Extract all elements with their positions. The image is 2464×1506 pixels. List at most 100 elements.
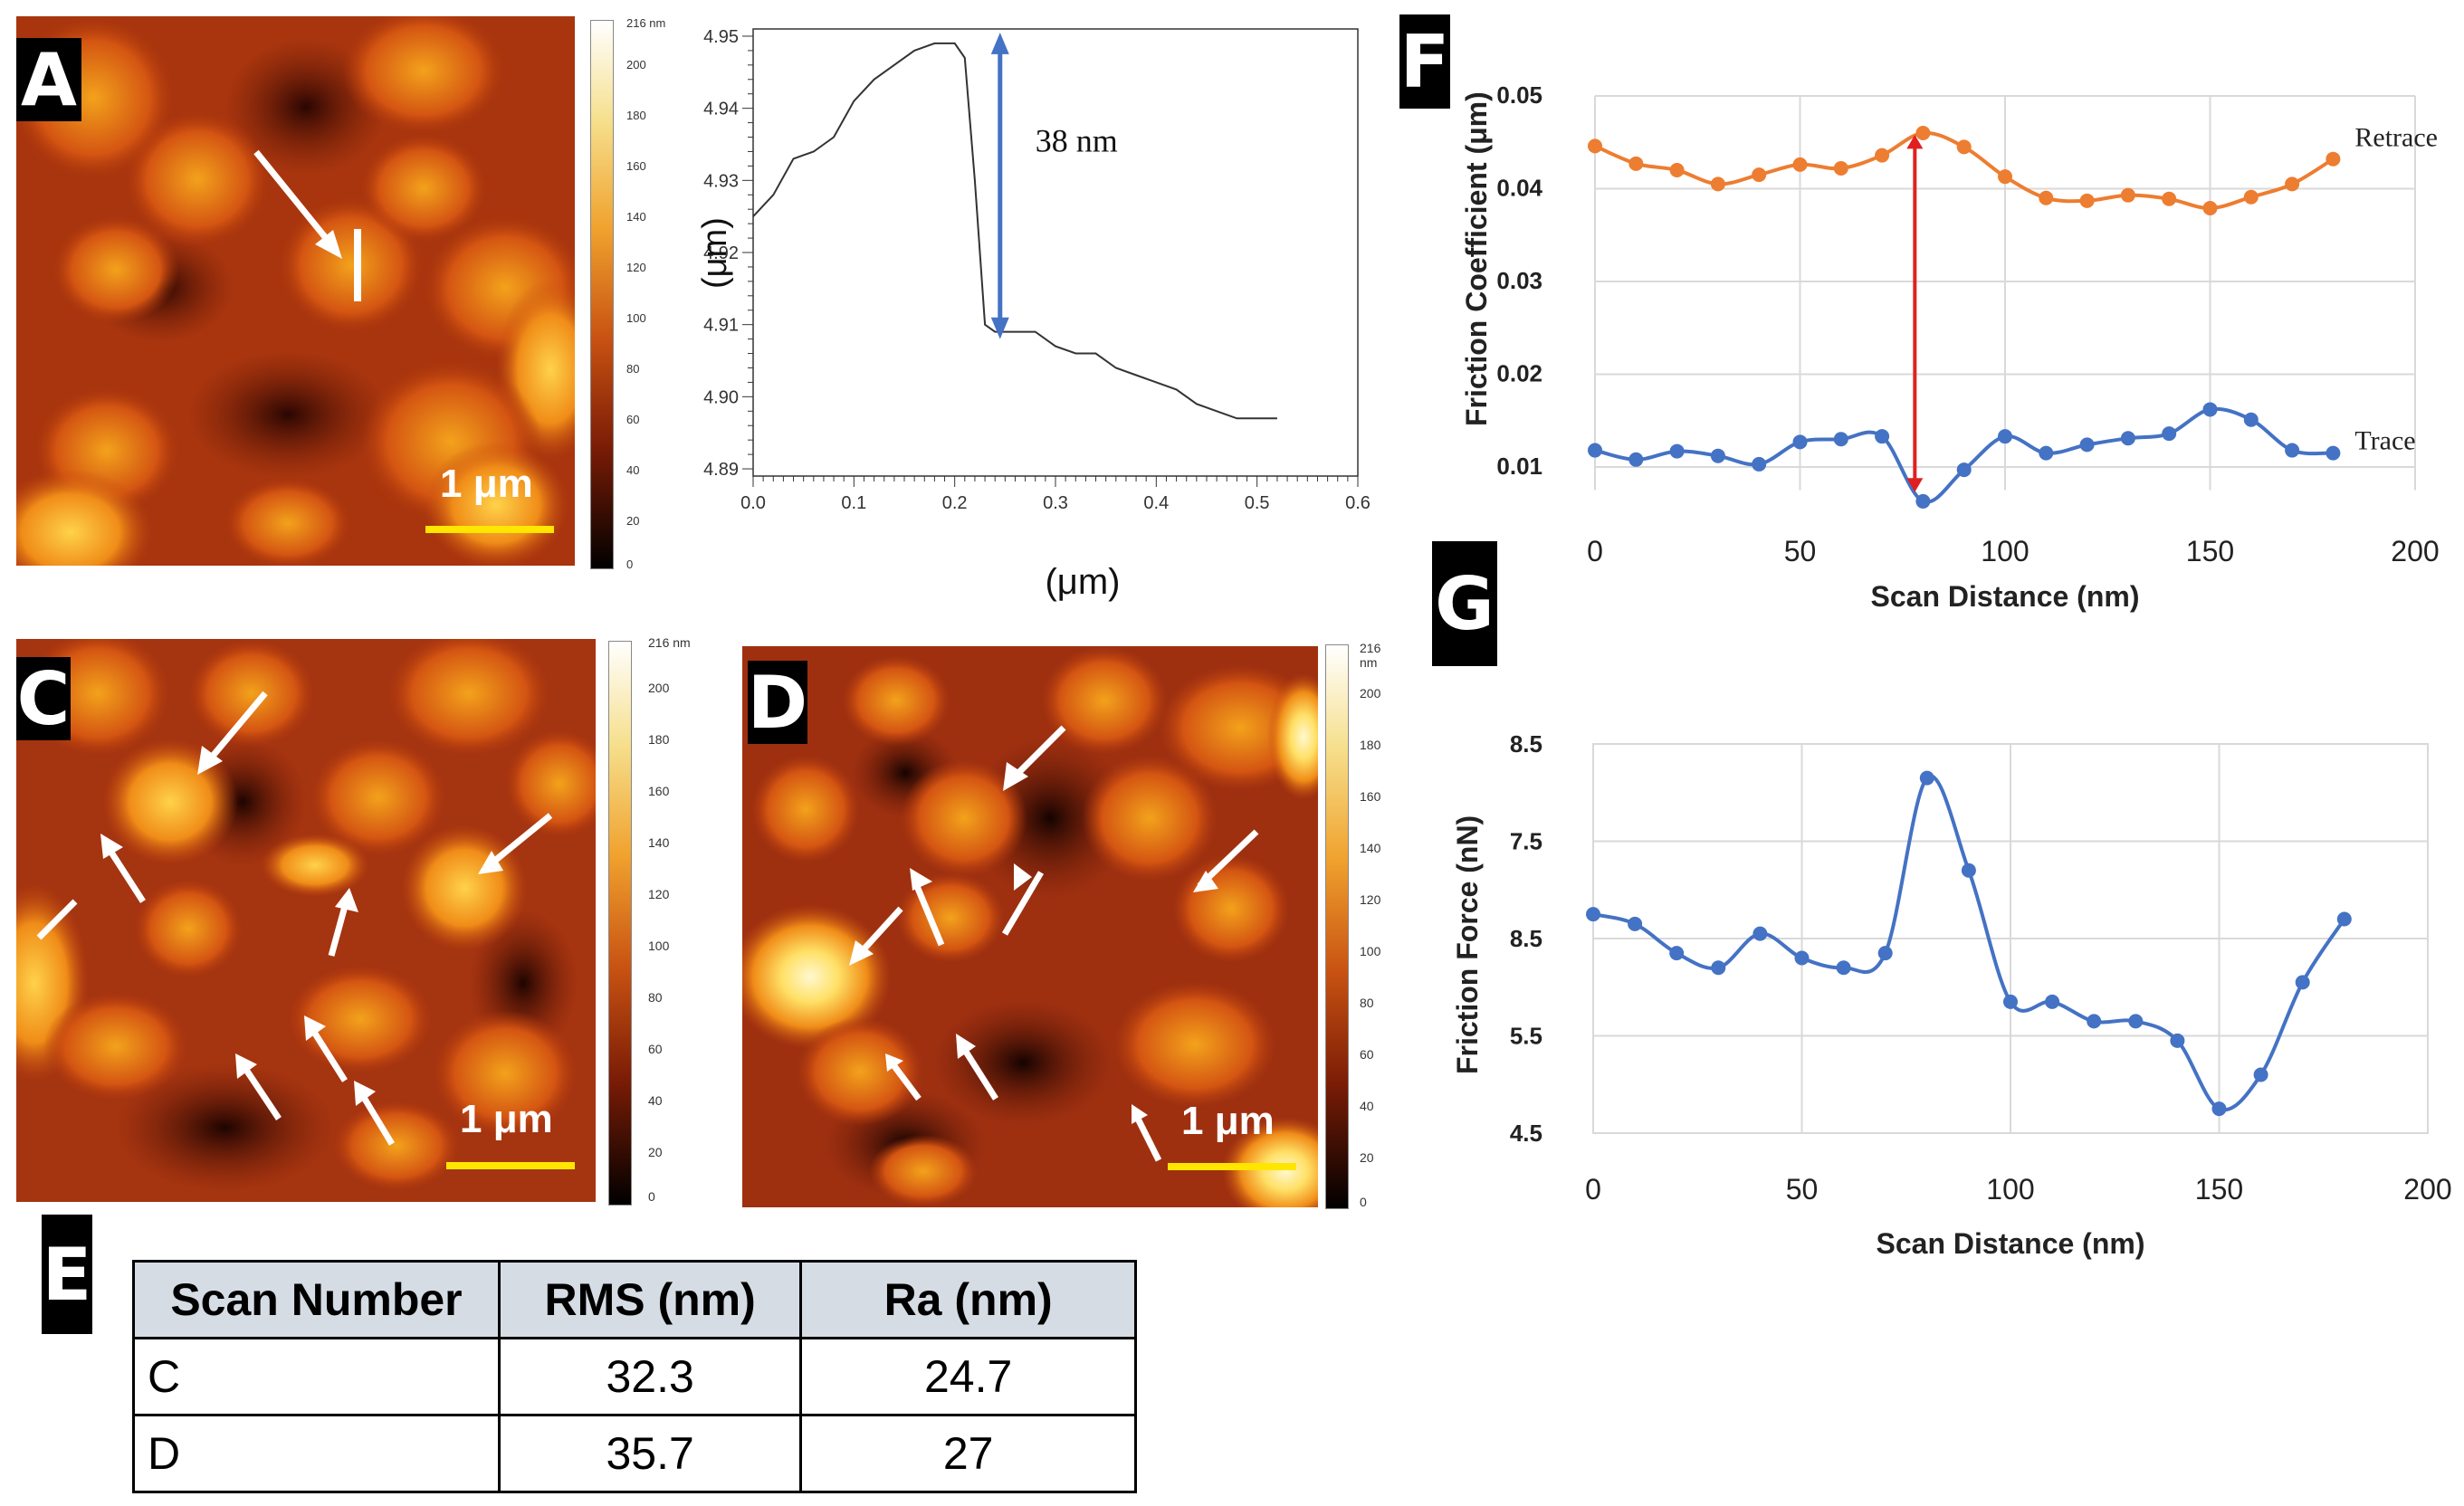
y-tick-label: 4.92 xyxy=(703,243,739,263)
data-point-retrace xyxy=(2120,187,2135,203)
y-tick-label: 0.03 xyxy=(1496,267,1542,294)
data-point-retrace xyxy=(1998,169,2012,185)
y-tick-label: 4.93 xyxy=(703,171,739,191)
data-point-friction-force xyxy=(2295,975,2310,990)
y-tick-label: 0.04 xyxy=(1496,175,1542,202)
x-tick-label: 200 xyxy=(2403,1173,2451,1206)
friction-coefficient-chart: 0.05 0.04 0.03 0.02 0.01 0 50 100 150 200 Retrace T… xyxy=(1460,81,2440,613)
data-point-trace xyxy=(2202,402,2218,417)
x-tick-label: 200 xyxy=(2391,535,2439,567)
afm-image-c: 1 μm xyxy=(16,639,596,1202)
height-profile-line xyxy=(752,42,1277,420)
table-header: RMS (nm) xyxy=(497,1260,803,1339)
x-tick-label: 0.5 xyxy=(1245,493,1270,513)
data-point-friction-force xyxy=(2087,1014,2102,1029)
data-point-trace xyxy=(1998,429,2012,444)
panel-label-e: E xyxy=(42,1215,92,1334)
table-cell: 35.7 xyxy=(497,1414,803,1493)
scale-label: 1 μm xyxy=(460,1097,553,1141)
data-point-trace xyxy=(1628,452,1644,467)
y-tick-label: 8.5 xyxy=(1510,730,1542,758)
friction-force-chart: 8.5 7.5 8.5 5.5 4.5 0 50 100 150 200 Friction Forc… xyxy=(1451,730,2452,1260)
data-point-friction-force xyxy=(2170,1033,2185,1048)
data-point-friction-force xyxy=(2253,1067,2268,1082)
data-point-retrace xyxy=(1956,139,1972,155)
x-tick-label: 0.2 xyxy=(942,493,968,513)
data-point-retrace xyxy=(2202,201,2218,216)
y-axis-label: (μm) xyxy=(696,217,734,289)
arrowheads xyxy=(849,762,1218,1124)
gap-arrowhead-top xyxy=(1906,135,1924,149)
data-point-friction-force xyxy=(1669,946,1685,961)
y-tick-label: 4.91 xyxy=(703,316,739,336)
data-point-retrace xyxy=(1710,176,1725,192)
data-point-trace xyxy=(2120,431,2135,446)
data-point-friction-force xyxy=(1919,770,1934,786)
height-arrowhead-top xyxy=(990,32,1009,54)
table-row: C 32.3 24.7 xyxy=(132,1337,1137,1416)
data-point-trace xyxy=(2285,443,2300,458)
legend-label-trace: Trace xyxy=(2354,426,2415,456)
panel-label-c: C xyxy=(16,656,71,741)
table-header: Ra (nm) xyxy=(799,1260,1137,1339)
y-tick-label: 4.95 xyxy=(703,27,739,47)
data-point-friction-force xyxy=(2128,1014,2144,1029)
data-point-trace xyxy=(2162,426,2177,442)
data-point-friction-force xyxy=(1628,916,1643,931)
y-tick-label: 4.89 xyxy=(703,460,739,480)
data-point-trace xyxy=(1710,448,1725,463)
data-point-retrace xyxy=(1752,167,1767,183)
data-point-trace xyxy=(2326,445,2341,461)
roughness-table: Scan Number RMS (nm) Ra (nm) C 32.3 24.7… xyxy=(132,1260,1137,1493)
panel-label-d: D xyxy=(747,660,808,745)
data-point-friction-force xyxy=(1794,950,1810,966)
colorbar-ticks-d: 216 nm 200 180 160 140 120 100 80 60 40 … xyxy=(1360,641,1381,1209)
panel-label-f: F xyxy=(1399,14,1450,109)
colorbar-a xyxy=(590,20,614,569)
data-point-friction-force xyxy=(1752,926,1768,941)
panel-label-a: A xyxy=(16,38,81,122)
y-axis-label: Friction Force (nN) xyxy=(1451,815,1484,1074)
y-tick-label: 0.05 xyxy=(1496,81,1542,109)
plot-frame xyxy=(752,28,1359,477)
colorbar-c xyxy=(608,641,632,1206)
height-profile-chart: 0.0 0.1 0.2 0.3 0.4 0.5 0.6 4.95 4.94 4.93 4.92 4.9… xyxy=(696,27,1370,602)
data-point-friction-force xyxy=(2045,994,2060,1009)
panel-label-g: G xyxy=(1432,541,1497,666)
data-point-friction-force xyxy=(1877,946,1893,961)
table-row: D 35.7 27 xyxy=(132,1414,1137,1493)
data-point-retrace xyxy=(2243,189,2259,205)
y-tick-label: 5.5 xyxy=(1510,1023,1542,1050)
x-tick-label: 0.6 xyxy=(1345,493,1370,513)
x-tick-label: 150 xyxy=(2186,535,2234,567)
data-point-friction-force xyxy=(1586,907,1600,922)
table-cell: D xyxy=(132,1414,501,1493)
y-tick-label: 4.90 xyxy=(703,387,739,407)
legend-label-retrace: Retrace xyxy=(2354,123,2438,153)
arrow xyxy=(253,149,336,250)
data-point-retrace xyxy=(1669,163,1685,177)
data-point-trace xyxy=(2039,445,2054,461)
data-point-retrace xyxy=(1833,160,1848,176)
table-header-row: Scan Number RMS (nm) Ra (nm) xyxy=(132,1260,1137,1339)
afm-image-a: 1 μm xyxy=(16,16,575,566)
x-tick-label: 100 xyxy=(1986,1173,2034,1206)
scale-bar xyxy=(1168,1163,1296,1170)
data-point-friction-force xyxy=(1836,960,1851,976)
x-tick-label: 0 xyxy=(1585,1173,1601,1206)
data-point-trace xyxy=(1588,443,1602,458)
arrowheads xyxy=(100,746,503,1106)
data-point-retrace xyxy=(1628,156,1644,171)
data-point-trace xyxy=(1752,456,1767,472)
colorbar-ticks-c: 216 nm 200 180 160 140 120 100 80 60 40 … xyxy=(648,635,691,1204)
data-point-trace xyxy=(1956,462,1972,478)
x-tick-label: 150 xyxy=(2195,1173,2243,1206)
arrowhead xyxy=(315,230,342,259)
data-point-retrace xyxy=(1915,126,1931,140)
data-point-retrace xyxy=(1792,157,1808,172)
data-point-friction-force xyxy=(2003,994,2018,1009)
x-tick-label: 0.1 xyxy=(841,493,866,513)
data-point-trace xyxy=(2079,437,2095,453)
y-tick-label: 7.5 xyxy=(1510,828,1542,855)
x-tick-label: 50 xyxy=(1786,1173,1819,1206)
